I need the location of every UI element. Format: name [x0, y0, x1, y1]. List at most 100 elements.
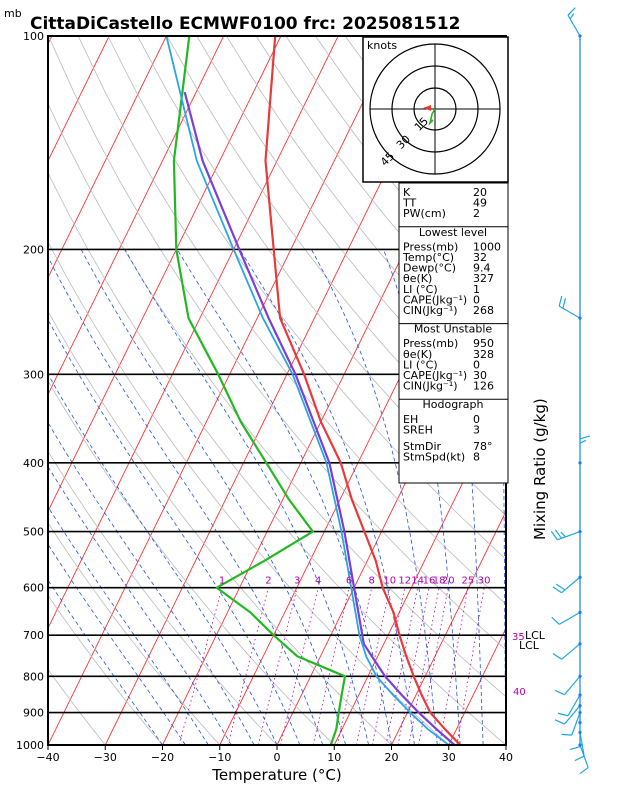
stats-section-title: Hodograph: [423, 398, 484, 411]
pressure-tick-label: 600: [23, 582, 44, 595]
pressure-tick-label: 800: [23, 670, 44, 683]
temperature-axis-ticks: −40 −30 −20 −10 0 10 20 30 40: [36, 745, 513, 764]
wind-barb-base: [578, 743, 582, 747]
wind-barb-staff: [579, 732, 585, 757]
wind-barb-flag: [579, 767, 589, 775]
wind-barb: [558, 295, 582, 320]
stat-key: TT: [402, 197, 417, 210]
dry-adiabat-line: [48, 310, 392, 745]
level-annotations: LCL LCL 40 35: [512, 629, 546, 698]
wind-barb-flag: [579, 439, 587, 444]
isotherm-line: [48, 36, 282, 513]
dry-adiabat-line: [166, 36, 506, 474]
wind-barb-flag: [558, 295, 563, 307]
stat-key: Press(mb): [403, 240, 458, 253]
wind-barb-flag: [560, 531, 566, 538]
wind-barb-base: [578, 642, 582, 646]
temperature-tick-label: −10: [208, 751, 231, 764]
stat-value: 8: [473, 451, 480, 464]
mixing-ratio-label: 20: [442, 576, 455, 587]
stat-key: θe(K): [403, 272, 432, 285]
dry-adiabat-line: [48, 102, 506, 698]
wind-barb: [554, 674, 582, 696]
stat-key: K: [403, 186, 411, 199]
stat-value: 0: [473, 358, 480, 371]
mixing-ratio-label: 3: [294, 576, 300, 587]
stat-value: 3: [473, 423, 480, 436]
wind-barb-flag: [561, 733, 572, 736]
dry-adiabat-line: [196, 36, 506, 432]
wind-barb-base: [578, 721, 582, 725]
wind-barb-flag: [555, 583, 566, 591]
wind-barb-staff: [564, 675, 581, 696]
isobar-tick-labels: 100 200 300 400 500 600 700 800 900 1000: [16, 30, 44, 752]
wind-barb-flag: [554, 689, 565, 696]
wind-barb-flag: [550, 531, 558, 541]
stat-key: LI (°C): [403, 358, 438, 371]
stat-value: 0: [473, 293, 480, 306]
stat-value: 268: [473, 304, 494, 317]
stats-section-title: Lowest level: [419, 226, 487, 239]
stat-key: CIN(Jkg⁻¹): [403, 304, 458, 317]
wind-barb-base: [578, 693, 582, 697]
wind-barb-flag: [551, 616, 560, 625]
isotherm-line: [48, 36, 110, 162]
stat-value: 950: [473, 337, 494, 350]
wind-barb-staff: [567, 694, 581, 717]
mixing-ratio-label: 18: [433, 576, 446, 587]
sounding-lines: [165, 36, 461, 745]
wind-barb-flag: [574, 755, 585, 762]
wind-barb-staff: [567, 14, 581, 37]
stat-key: LI (°C): [403, 283, 438, 296]
dewpoint-line: [172, 36, 347, 745]
stat-value: 49: [473, 197, 487, 210]
stat-value: 30: [473, 369, 487, 382]
mixing-ratio-line: [227, 587, 269, 745]
wind-barb-base: [578, 316, 582, 320]
isotherm-line: [333, 393, 506, 745]
mixing-ratio-label: 2: [265, 576, 271, 587]
dry-adiabat-line: [48, 594, 163, 745]
moist-adiabat-line: [48, 256, 324, 745]
mixing-ratio-label: 14: [411, 576, 424, 587]
lcl-label-2: LCL: [519, 639, 540, 652]
wind-barb: [552, 575, 582, 594]
mixing-ratio-label: 1: [219, 576, 225, 587]
wind-barb-base: [578, 610, 582, 614]
isotherm-line: [219, 159, 506, 745]
wind-barb-flag: [554, 529, 562, 539]
stat-key: EH: [403, 413, 418, 426]
wind-barb-base: [578, 575, 582, 579]
x-axis-label: Temperature (°C): [211, 766, 341, 784]
hodograph-ring-45: [369, 43, 501, 175]
stat-key: StmSpd(kt): [403, 451, 465, 464]
stat-value: 78°: [473, 440, 493, 453]
temperature-tick-label: −40: [36, 751, 59, 764]
wind-barb-staff: [561, 576, 581, 594]
dry-adiabat-line: [137, 36, 506, 517]
mixing-ratio-label: 4: [315, 576, 321, 587]
dry-adiabat-line: [77, 36, 506, 605]
hodograph-unit: knots: [367, 39, 397, 52]
pressure-tick-label: 900: [23, 707, 44, 720]
isotherm-line: [48, 36, 225, 396]
hodograph-ring-15: [413, 87, 457, 131]
stat-key: CIN(Jkg⁻¹): [403, 380, 458, 393]
storm-motion-marker: [423, 105, 431, 111]
wind-barb-base: [578, 710, 582, 715]
stat-value: 20: [473, 186, 487, 199]
dry-adiabat-line: [48, 668, 106, 745]
wind-barb-flag: [569, 746, 581, 751]
stat-key: CAPE(Jkg⁻¹): [403, 293, 467, 306]
stat-value: 1: [473, 283, 480, 296]
mixing-ratio-line: [178, 587, 223, 745]
wind-barb: [578, 743, 589, 775]
wind-barb: [578, 435, 591, 465]
dry-adiabat-line: [48, 36, 506, 651]
wind-barb-staff: [564, 705, 581, 725]
stat-key: PW(cm): [403, 207, 446, 220]
wind-barb-base: [578, 674, 582, 678]
wind-barb-base: [578, 529, 582, 534]
